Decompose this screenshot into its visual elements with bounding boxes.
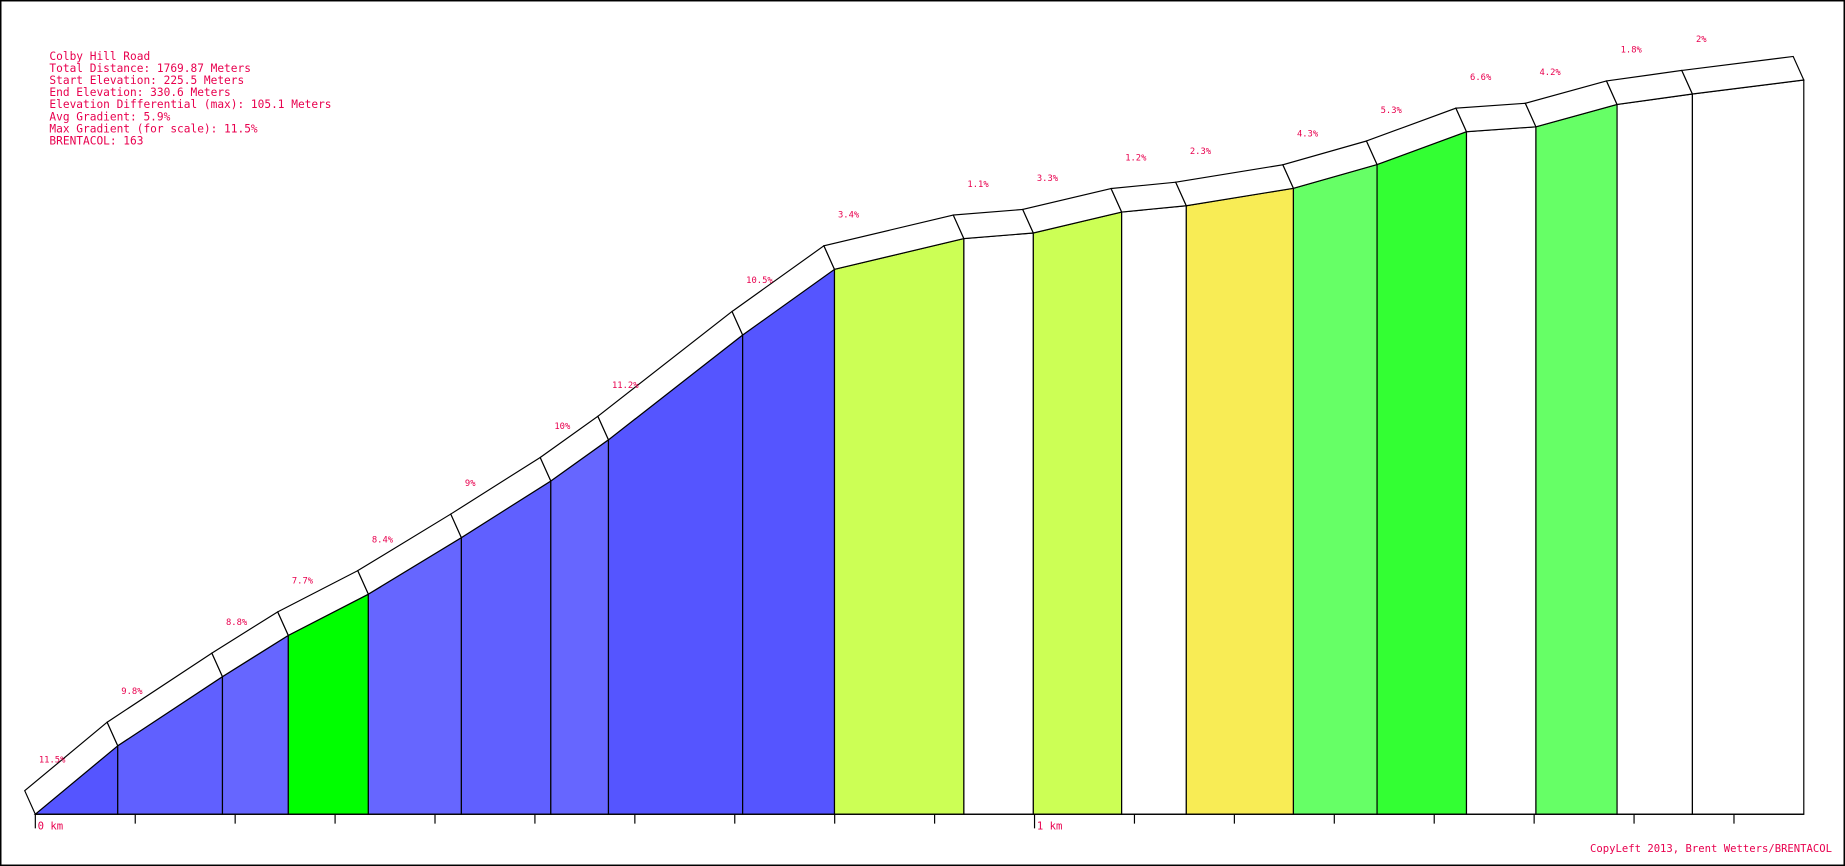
info-line: BRENTACOL: 163: [49, 134, 143, 147]
footer: CopyLeft 2013, Brent Wetters/BRENTACOL: [1590, 843, 1832, 855]
info-line: Avg Gradient: 5.9%: [49, 110, 170, 123]
gradient-label: 11.5%: [39, 755, 66, 765]
gradient-label: 11.2%: [612, 381, 639, 391]
info-line: Max Gradient (for scale): 11.5%: [49, 122, 257, 135]
gradient-label: 10.5%: [746, 276, 773, 286]
gradient-label: 3.3%: [1037, 174, 1059, 184]
gradient-label: 2.3%: [1190, 147, 1212, 157]
info-line: End Elevation: 330.6 Meters: [49, 86, 230, 99]
gradient-label: 1.2%: [1125, 153, 1147, 163]
info-line: Elevation Differential (max): 105.1 Mete…: [49, 98, 331, 111]
gradient-label: 1.8%: [1621, 46, 1643, 56]
info-line: Total Distance: 1769.87 Meters: [49, 62, 251, 75]
gradient-label: 1.1%: [967, 180, 989, 190]
gradient-label: 8.8%: [226, 618, 248, 628]
gradient-label: 10%: [554, 422, 571, 432]
segment: [1032, 211, 1123, 815]
gradient-label: 8.4%: [372, 535, 394, 545]
x-tick-label: 0 km: [38, 821, 63, 833]
segment: [460, 479, 552, 815]
gradient-label: 9%: [465, 479, 476, 489]
gradient-label: 4.2%: [1539, 68, 1561, 78]
segment: [1535, 103, 1618, 815]
info-line: Start Elevation: 225.5 Meters: [49, 74, 244, 87]
segment: [963, 232, 1034, 815]
segment: [1616, 93, 1694, 815]
gradient-label: 9.8%: [121, 687, 143, 697]
chart-title: Colby Hill Road: [49, 50, 150, 63]
gradient-band: [1680, 55, 1805, 95]
segment: [1121, 205, 1187, 815]
gradient-label: 5.3%: [1381, 106, 1403, 116]
gradient-label: 6.6%: [1470, 73, 1492, 83]
gradient-label: 4.3%: [1297, 130, 1319, 140]
segment: [1691, 79, 1805, 815]
segment: [1465, 126, 1537, 815]
x-tick-label: 1 km: [1037, 821, 1062, 833]
gradient-label: 7.7%: [292, 577, 314, 587]
segment: [742, 268, 836, 815]
segment: [550, 438, 610, 815]
gradient-label: 3.4%: [838, 211, 860, 221]
segment: [1185, 187, 1295, 815]
gradient-band: [952, 208, 1035, 240]
segment: [1376, 130, 1468, 815]
gradient-band: [1455, 102, 1537, 133]
segment: [833, 237, 965, 815]
gradient-label: 2%: [1696, 35, 1707, 45]
segment: [1292, 163, 1378, 815]
